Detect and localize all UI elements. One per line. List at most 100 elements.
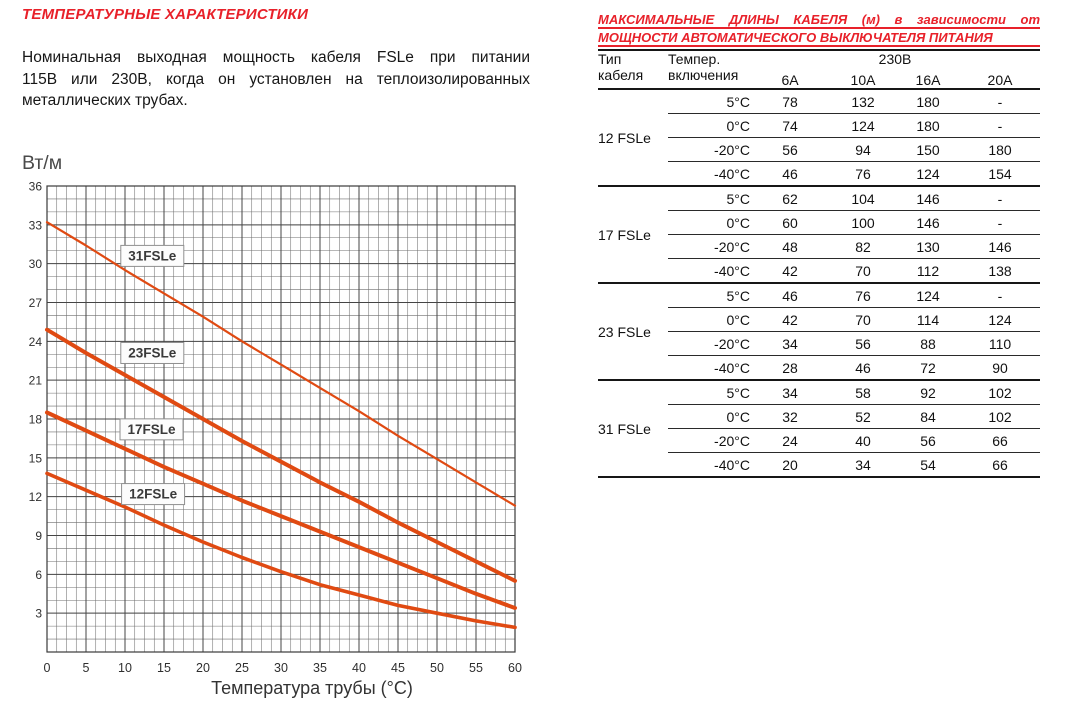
- y-axis-title: Вт/м: [22, 152, 62, 174]
- length-value-cell: 88: [896, 331, 960, 356]
- series-label-text: 17FSLe: [128, 422, 177, 437]
- y-tick-label: 24: [29, 335, 43, 349]
- table-row: 17 FSLe 5°C 62 104 146-: [598, 185, 1041, 283]
- series-labels: 31FSLe 23FSLe 17FSLe 12FSLe: [119, 244, 186, 506]
- col-header-cable-type: Тип кабеля: [598, 50, 668, 89]
- length-value-cell: 124: [960, 307, 1041, 332]
- length-value-cell: 110: [960, 331, 1041, 356]
- power-output-chart: 31FSLe23FSLe17FSLe12FSLe3691215182124273…: [22, 152, 522, 698]
- table-row: -40°C 46 76 124 154: [598, 161, 1041, 186]
- switch-temp-cell: -40°C: [668, 355, 750, 380]
- length-value-cell: 32: [750, 404, 830, 429]
- length-value-cell: 76: [830, 282, 896, 308]
- length-value-cell: 62: [750, 185, 830, 211]
- length-value-cell: 58: [830, 379, 896, 405]
- switch-temp-cell: -40°C: [668, 452, 750, 477]
- curves: [45, 221, 517, 630]
- length-value-cell: 94: [830, 137, 896, 162]
- table-row: -40°C 42 70 112 138: [598, 258, 1041, 283]
- x-tick-label: 25: [235, 661, 249, 675]
- length-value-cell: 112: [896, 258, 960, 283]
- table-row: -20°C 24 40 56 66: [598, 428, 1041, 453]
- length-value-cell: 82: [830, 234, 896, 259]
- switch-temp-cell: -20°C: [668, 137, 750, 162]
- x-tick-label: 30: [274, 661, 288, 675]
- switch-temp-cell: 0°C: [668, 210, 750, 235]
- length-value-cell: 146: [960, 234, 1041, 259]
- table-header: Тип кабеля Темпер. включения 230В 6A 10A…: [598, 50, 1041, 89]
- length-value-cell: 46: [750, 282, 830, 308]
- length-value-cell: 180: [960, 137, 1041, 162]
- col-header-line: Тип: [598, 51, 622, 67]
- table-row: 0°C 74 124 180-: [598, 113, 1041, 138]
- switch-temp-cell: -20°C: [668, 234, 750, 259]
- x-tick-label: 40: [352, 661, 366, 675]
- table-body: 12 FSLe 5°C 78 132 180-0°C 74 124 180- -20°C 56 94…: [598, 88, 1041, 477]
- switch-temp-cell: 5°C: [668, 185, 750, 211]
- table-row: -20°C 34 56 88 110: [598, 331, 1041, 356]
- table-title-line: МОЩНОСТИ АВТОМАТИЧЕСКОГО ВЫКЛЮЧАТЕЛЯ ПИТ…: [598, 30, 1040, 47]
- col-header-line: кабеля: [598, 67, 644, 83]
- x-tick-label: 5: [83, 661, 90, 675]
- length-value-cell: 146: [896, 210, 960, 235]
- length-value-cell: 100: [830, 210, 896, 235]
- series-label-box: [119, 418, 184, 441]
- length-value-cell: 150: [896, 137, 960, 162]
- x-tick-label: 55: [469, 661, 483, 675]
- x-tick-label: 35: [313, 661, 327, 675]
- length-value-cell: 102: [960, 379, 1041, 405]
- col-header-10a: 10A: [850, 72, 876, 88]
- col-header-line: Темпер.: [668, 51, 721, 67]
- length-value-cell: -: [960, 185, 1041, 211]
- length-value-cell: 28: [750, 355, 830, 380]
- cable-type-cell: 31 FSLe: [598, 379, 668, 477]
- length-value-cell: 180: [896, 88, 960, 114]
- series-label-text: 31FSLe: [128, 248, 177, 263]
- table-row: 12 FSLe 5°C 78 132 180-: [598, 88, 1041, 186]
- switch-temp-cell: 0°C: [668, 404, 750, 429]
- y-tick-label: 9: [35, 529, 42, 543]
- col-header-6a: 6A: [781, 72, 799, 88]
- length-value-cell: 74: [750, 113, 830, 138]
- chart-area: 31FSLe 23FSLe 17FSLe 12FSLe 3 6 9 12 15 18 21 24 27 3…: [0, 145, 570, 710]
- curve-12fsle: [45, 471, 517, 630]
- curve-23fsle: [45, 327, 517, 583]
- series-label-box: [120, 341, 185, 364]
- length-value-cell: 34: [750, 331, 830, 356]
- y-tick-label: 27: [29, 296, 43, 310]
- length-value-cell: 46: [750, 161, 830, 186]
- table-row: 23 FSLe 5°C 46 76 124-: [598, 282, 1041, 380]
- length-value-cell: 42: [750, 307, 830, 332]
- length-value-cell: 60: [750, 210, 830, 235]
- switch-temp-cell: -40°C: [668, 161, 750, 186]
- x-tick-label: 0: [44, 661, 51, 675]
- switch-temp-cell: 5°C: [668, 282, 750, 308]
- length-value-cell: 66: [960, 428, 1041, 453]
- length-value-cell: 48: [750, 234, 830, 259]
- length-value-cell: -: [960, 282, 1041, 308]
- length-value-cell: 104: [830, 185, 896, 211]
- length-value-cell: 138: [960, 258, 1041, 283]
- length-value-cell: 102: [960, 404, 1041, 429]
- y-tick-label: 12: [29, 490, 43, 504]
- length-value-cell: 78: [750, 88, 830, 114]
- table-row: 0°C 42 70 114 124: [598, 307, 1041, 332]
- length-value-cell: 70: [830, 258, 896, 283]
- x-tick-label: 20: [196, 661, 210, 675]
- plot-border: [46, 185, 516, 653]
- length-value-cell: 56: [896, 428, 960, 453]
- table-row: 0°C 60 100 146-: [598, 210, 1041, 235]
- curve-31fsle: [45, 221, 517, 507]
- length-value-cell: 46: [830, 355, 896, 380]
- length-value-cell: 42: [750, 258, 830, 283]
- x-tick-label: 45: [391, 661, 405, 675]
- paragraph-line: Номинальная выходная мощность кабеля FSL…: [22, 49, 530, 66]
- switch-temp-cell: -20°C: [668, 331, 750, 356]
- cable-type-cell: 12 FSLe: [598, 88, 668, 186]
- length-value-cell: 66: [960, 452, 1041, 477]
- length-value-cell: 56: [830, 331, 896, 356]
- col-header-16a: 16A: [915, 72, 941, 88]
- paragraph-line: металлических трубах.: [22, 92, 188, 110]
- y-tick-label: 36: [29, 180, 43, 194]
- y-tick-label: 18: [29, 413, 43, 427]
